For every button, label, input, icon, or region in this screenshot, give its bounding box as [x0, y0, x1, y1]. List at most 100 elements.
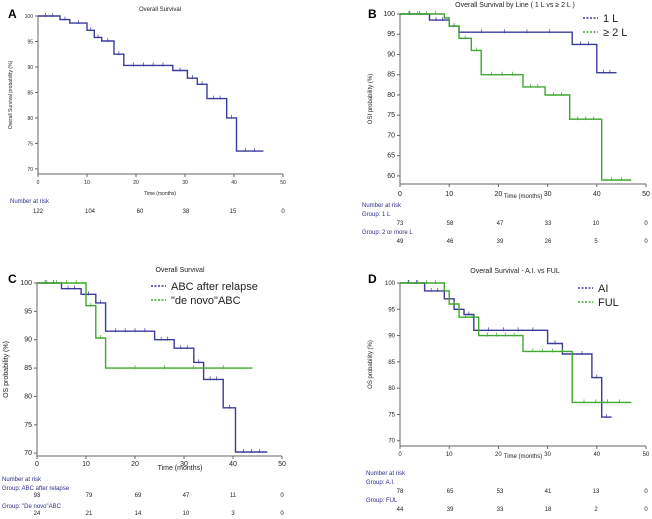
survival-curve: [400, 13, 617, 74]
risk-table-title: Number at risk: [2, 477, 42, 483]
legend-label: FUL: [598, 297, 619, 309]
y-axis-label: Overall Survival probability (%): [8, 60, 14, 129]
risk-count: 13: [593, 489, 600, 495]
risk-count: 0: [644, 221, 648, 227]
y-tick-label: 90: [24, 337, 32, 344]
panel-letter: C: [8, 272, 17, 286]
x-tick-label: 40: [229, 461, 237, 468]
x-axis-label: Time (months): [144, 191, 176, 197]
x-tick-label: 0: [35, 461, 39, 468]
x-tick-label: 50: [643, 452, 650, 458]
risk-group-label: Group: 2 or more L: [362, 230, 413, 236]
risk-count: 47: [497, 221, 504, 227]
risk-group-label: Group: FUL: [366, 498, 398, 504]
y-tick-label: 100: [385, 281, 396, 287]
risk-count: 58: [447, 221, 454, 227]
risk-group-label: Group: 1 L: [362, 212, 391, 218]
x-tick-label: 10: [84, 180, 90, 186]
y-tick-label: 95: [387, 31, 395, 38]
chart-title: Overall Survival - A.I. vs FUL: [470, 268, 560, 275]
risk-count: 33: [497, 507, 504, 513]
risk-count: 2: [594, 507, 598, 513]
series--2-l: [400, 11, 632, 181]
y-tick-label: 75: [387, 112, 395, 119]
y-axis-label: OS probability (%): [3, 341, 10, 398]
risk-group-label: Group: ABC after relapse: [2, 486, 70, 492]
y-tick-label: 95: [388, 307, 395, 313]
x-tick-label: 40: [593, 191, 601, 198]
legend-label: ≥ 2 L: [603, 27, 627, 39]
y-tick-label: 75: [24, 422, 32, 429]
panel-letter: A: [8, 7, 17, 21]
y-tick-label: 100: [383, 11, 395, 18]
legend-label: "de novo"ABC: [171, 295, 241, 307]
y-tick-label: 90: [387, 51, 395, 58]
risk-group-label: Group: A.I.: [366, 480, 395, 486]
survival-curve: [37, 282, 268, 453]
y-tick-label: 80: [27, 116, 33, 122]
risk-count: 39: [447, 507, 454, 513]
x-tick-label: 30: [180, 461, 188, 468]
x-tick-label: 10: [445, 191, 453, 198]
risk-count: 65: [447, 489, 454, 495]
y-tick-label: 95: [24, 308, 32, 315]
x-tick-label: 30: [544, 452, 551, 458]
risk-count: 3: [231, 511, 235, 517]
y-tick-label: 70: [24, 450, 32, 457]
risk-table-title: Number at risk: [10, 199, 50, 205]
risk-count: 93: [34, 493, 41, 499]
chart-panel-a: A Overall Survival 0 10 20 30 40 50 100 95 90 85 80 7…: [8, 7, 286, 215]
y-tick-label: 85: [27, 90, 33, 96]
survival-curve: [400, 13, 632, 181]
x-tick-label: 20: [133, 180, 139, 186]
survival-curve: [38, 15, 264, 152]
x-tick-label: 20: [495, 452, 502, 458]
survival-curve: [400, 282, 632, 404]
legend-label: AI: [598, 283, 608, 295]
risk-count: 18: [545, 507, 552, 513]
y-tick-label: 75: [27, 141, 33, 147]
y-tick-label: 95: [27, 39, 33, 45]
risk-count: 0: [281, 209, 285, 215]
series-ful: [400, 280, 632, 404]
risk-count: 39: [497, 239, 504, 245]
y-tick-label: 60: [387, 173, 395, 180]
risk-count: 15: [230, 209, 237, 215]
y-tick-label: 90: [388, 334, 395, 340]
x-tick-label: 50: [280, 180, 286, 186]
x-axis-label: Time (months): [504, 454, 542, 460]
risk-count: 5: [594, 239, 598, 245]
risk-table-title: Number at risk: [362, 203, 402, 209]
legend-label: ABC after relapse: [171, 281, 258, 293]
series-overall: [38, 13, 264, 153]
risk-count: 24: [34, 511, 41, 517]
x-tick-label: 50: [642, 191, 650, 198]
panel-letter: D: [368, 272, 377, 286]
y-axis-label: OSI probability (%): [368, 74, 374, 124]
series-ai: [400, 280, 612, 419]
survival-curve: [37, 282, 253, 369]
x-axis-label: Time (months): [504, 194, 542, 200]
risk-count: 0: [280, 511, 284, 517]
x-tick-label: 30: [182, 180, 188, 186]
risk-count: 46: [447, 239, 454, 245]
y-tick-label: 70: [27, 167, 33, 173]
x-axis-label: Time (months): [158, 465, 203, 472]
y-tick-label: 75: [388, 412, 395, 418]
risk-count: 10: [593, 221, 600, 227]
y-tick-label: 100: [25, 14, 34, 20]
risk-count: 53: [497, 489, 504, 495]
risk-count: 10: [183, 511, 190, 517]
x-tick-label: 0: [398, 452, 402, 458]
risk-count: 47: [183, 493, 190, 499]
risk-count: 0: [644, 239, 648, 245]
risk-count: 79: [86, 493, 93, 499]
risk-count: 122: [33, 209, 44, 215]
series-1-l: [400, 11, 617, 74]
y-tick-label: 80: [24, 393, 32, 400]
y-tick-label: 100: [20, 280, 32, 287]
y-tick-label: 70: [388, 439, 395, 445]
y-tick-label: 70: [387, 132, 395, 139]
y-axis-label: OS probability (%): [368, 340, 374, 389]
